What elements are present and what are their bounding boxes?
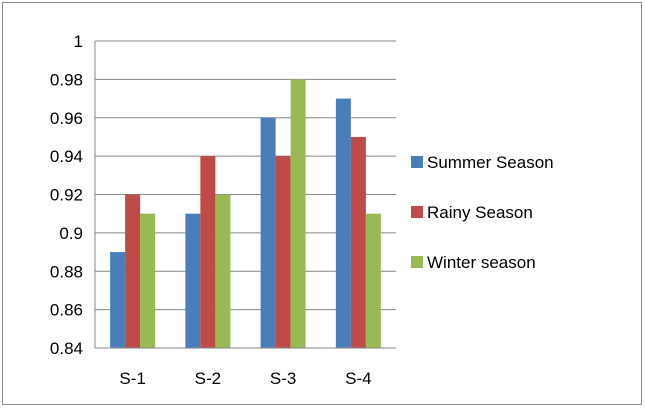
x-tick-label: S-3 — [270, 369, 296, 388]
bar-s-4-rainy-season — [350, 136, 366, 348]
x-tick-labels: S-1 S-2 S-3 S-4 — [119, 369, 371, 388]
bar-s-2-rainy-season — [200, 156, 216, 348]
bar-s-4-winter-season — [365, 213, 381, 348]
y-tick-label: 0.92 — [50, 186, 83, 205]
legend-swatch — [411, 156, 423, 168]
y-tick-label: 0.98 — [50, 70, 83, 89]
legend-label: Summer Season — [427, 153, 554, 172]
bar-s-1-rainy-season — [125, 194, 141, 348]
bar-s-2-winter-season — [215, 194, 231, 348]
legend-label: Rainy Season — [427, 203, 533, 222]
x-tick-label: S-4 — [345, 369, 371, 388]
bar-s-2-summer-season — [185, 213, 201, 348]
chart-frame: 0.84 0.86 0.88 0.9 0.92 0.94 0.96 0.98 1 S-1 S-2 S… — [2, 2, 642, 405]
y-tick-label: 0.96 — [50, 109, 83, 128]
legend: Summer Season Rainy Season Winter season — [411, 153, 554, 272]
legend-swatch — [411, 256, 423, 268]
bar-s-1-winter-season — [140, 213, 156, 348]
y-tick-label: 0.84 — [50, 339, 83, 358]
axes — [94, 41, 396, 349]
y-tick-label: 0.88 — [50, 262, 83, 281]
y-tick-label: 0.94 — [50, 147, 83, 166]
x-tick-label: S-2 — [195, 369, 221, 388]
bar-s-3-rainy-season — [275, 156, 291, 348]
y-tick-label: 0.9 — [59, 224, 83, 243]
y-tick-labels: 0.84 0.86 0.88 0.9 0.92 0.94 0.96 0.98 1 — [50, 32, 83, 358]
bars — [110, 79, 381, 348]
legend-swatch — [411, 206, 423, 218]
bar-s-3-winter-season — [290, 79, 306, 348]
bar-s-4-summer-season — [335, 98, 351, 348]
bar-s-3-summer-season — [260, 117, 276, 348]
legend-label: Winter season — [427, 253, 536, 272]
y-tick-label: 1 — [74, 32, 83, 51]
x-tick-label: S-1 — [119, 369, 145, 388]
bar-s-1-summer-season — [110, 252, 126, 348]
bar-chart: 0.840.860.880.90.920.940.960.981 S-1 S-2 S… — [50, 32, 554, 388]
y-tick-label: 0.86 — [50, 301, 83, 320]
